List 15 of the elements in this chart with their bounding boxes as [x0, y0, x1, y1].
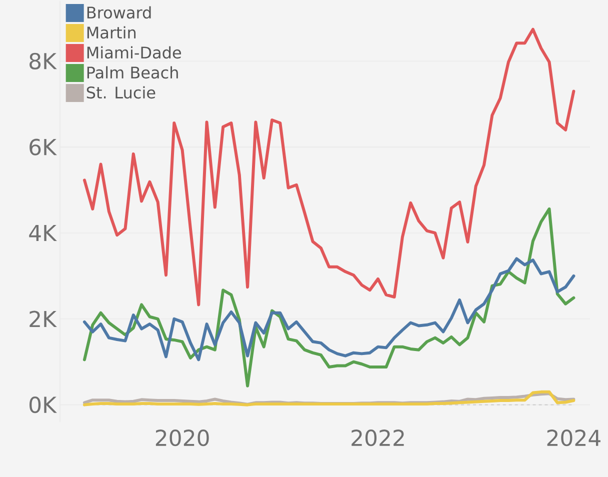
legend-label: Miami-Dade: [87, 46, 181, 59]
x-tick-label: 2024: [547, 430, 600, 446]
legend-label: Palm Beach: [87, 66, 178, 79]
y-tick-label: 4K: [29, 224, 57, 241]
y-tick-label: 2K: [30, 310, 57, 328]
y-tick-label: 6K: [30, 138, 57, 156]
line-series: [82, 28, 576, 306]
line-series: [82, 257, 576, 362]
y-tick-label: 0K: [30, 396, 57, 414]
x-tick-label: 2020: [156, 430, 209, 446]
y-tick-label: 8K: [30, 52, 57, 70]
x-tick-label: 2022: [352, 430, 404, 446]
legend-label: St. Lucie: [86, 86, 156, 99]
legend-label: Martin: [87, 26, 136, 39]
legend-label: Broward: [87, 6, 151, 19]
